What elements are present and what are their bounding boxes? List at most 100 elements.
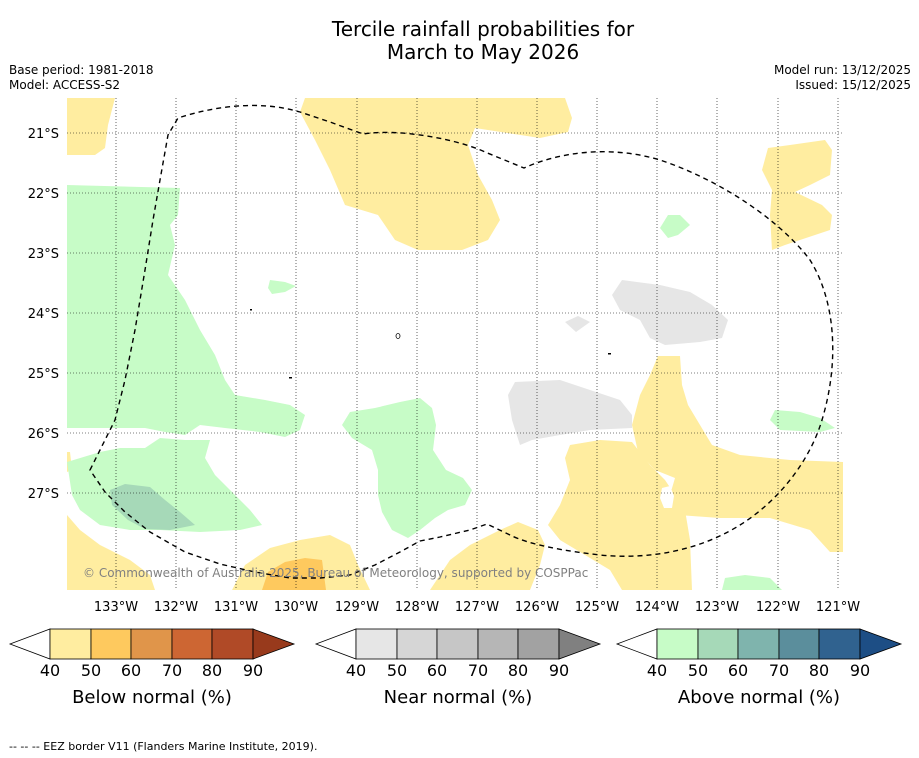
above-normal-region-small-b (268, 280, 296, 294)
colorbar-tick: 60 (728, 661, 748, 680)
colorbar-below-normal: 40 50 60 70 80 90 Below normal (%) (8, 628, 296, 708)
below-normal-region-south (430, 522, 545, 590)
model-name: Model: ACCESS-S2 (9, 78, 121, 92)
probability-regions (67, 98, 843, 590)
lon-label: 122°W (756, 600, 800, 615)
colorbar-tick: 50 (81, 661, 101, 680)
lat-label: 21°S (28, 127, 59, 142)
lon-label: 127°W (455, 600, 499, 615)
above-normal-50-region (110, 484, 195, 530)
colorbar-tick: 40 (346, 661, 366, 680)
lon-label: 126°W (515, 600, 559, 615)
below-normal-region-nw (67, 98, 115, 155)
colorbar-swatch-near-50 (396, 628, 438, 660)
colorbar-swatch-above-70 (778, 628, 820, 660)
colorbar-tick: 80 (202, 661, 222, 680)
lon-label: 123°W (695, 600, 739, 615)
colorbar-tick: 70 (468, 661, 488, 680)
colorbar-above-normal: 40 50 60 70 80 90 Above normal (%) (615, 628, 903, 708)
below-normal-region-sw (67, 515, 155, 590)
colorbar-swatch-near-80 (517, 628, 560, 660)
below-normal-region-north (300, 98, 572, 250)
colorbar-title-near: Near normal (%) (384, 687, 533, 708)
colorbar-swatch-below-60 (130, 628, 173, 660)
colorbar-title-above: Above normal (%) (678, 687, 840, 708)
colorbar-tick: 50 (387, 661, 407, 680)
near-normal-region-c (565, 316, 590, 332)
lon-label: 121°W (816, 600, 860, 615)
copyright-notice: © Commonwealth of Australia 2025, Bureau… (83, 566, 588, 580)
lat-label: 25°S (28, 367, 59, 382)
lon-label: 125°W (575, 600, 619, 615)
meta-left: Base period: 1981-2018 Model: ACCESS-S2 (9, 63, 154, 93)
above-normal-region-small-d (722, 575, 782, 590)
lat-label: 27°S (28, 487, 59, 502)
lon-label: 130°W (274, 600, 318, 615)
colorbar-swatch-near-70 (477, 628, 519, 660)
colorbar-tick: 40 (40, 661, 60, 680)
colorbar-near-normal: 40 50 60 70 80 90 Near normal (%) (314, 628, 602, 708)
colorbar-swatch-near-upper (558, 628, 602, 660)
above-normal-region-small-c (770, 410, 835, 432)
map-title: Tercile rainfall probabilities for March… (233, 18, 733, 64)
colorbar-title-below: Below normal (%) (72, 687, 232, 708)
colorbar-tick: 70 (162, 661, 182, 680)
colorbar-tick: 80 (809, 661, 829, 680)
island-marks (250, 309, 611, 379)
above-normal-region-center (342, 398, 472, 538)
colorbar-tick: 90 (850, 661, 870, 680)
colorbar-swatch-above-upper (859, 628, 903, 660)
below-normal-region-ne (762, 140, 832, 250)
latitude-labels: 21°S 22°S 23°S 24°S 25°S 26°S 27°S (28, 127, 59, 502)
lat-label: 23°S (28, 247, 59, 262)
lon-label: 124°W (635, 600, 679, 615)
meta-right: Model run: 13/12/2025 Issued: 15/12/2025 (774, 63, 911, 93)
below-normal-50-region (262, 558, 326, 590)
near-normal-region-b (508, 380, 632, 445)
model-run: Model run: 13/12/2025 (773, 63, 911, 77)
colorbar-swatch-below-40 (49, 628, 92, 660)
longitude-labels: 133°W 132°W 131°W 130°W 129°W 128°W 127°… (94, 600, 860, 615)
lon-label: 128°W (395, 600, 439, 615)
colorbar-swatch-above-60 (737, 628, 780, 660)
gridlines (67, 98, 843, 590)
colorbar-swatch-below-lower (8, 628, 51, 660)
lon-label: 133°W (94, 600, 138, 615)
above-normal-region-small-a (660, 215, 690, 238)
colorbar-swatch-below-upper (252, 628, 296, 660)
colorbar-swatch-above-80 (818, 628, 861, 660)
colorbar-tick: 40 (647, 661, 667, 680)
lon-label: 129°W (335, 600, 379, 615)
lat-label: 26°S (28, 427, 59, 442)
lon-label: 131°W (214, 600, 258, 615)
colorbar-swatch-below-70 (171, 628, 213, 660)
eez-border (89, 104, 834, 579)
colorbar-swatch-above-40 (656, 628, 699, 660)
colorbar-tick: 50 (688, 661, 708, 680)
issued-date: Issued: 15/12/2025 (795, 78, 911, 92)
above-normal-region-west (67, 185, 305, 437)
colorbar-tick: 90 (243, 661, 263, 680)
colorbar-tick: 60 (427, 661, 447, 680)
near-normal-region-a (612, 280, 728, 345)
eez-footnote: -- -- -- EEZ border V11 (Flanders Marine… (9, 740, 318, 753)
colorbar-swatch-above-lower (615, 628, 658, 660)
colorbar-swatch-near-60 (436, 628, 479, 660)
colorbar-swatch-below-50 (90, 628, 132, 660)
colorbar-tick: 90 (549, 661, 569, 680)
colorbar-swatch-near-lower (314, 628, 357, 660)
lat-label: 22°S (28, 187, 59, 202)
colorbar-swatch-near-40 (355, 628, 398, 660)
colorbar-tick: 70 (769, 661, 789, 680)
lon-label: 132°W (154, 600, 198, 615)
below-normal-region-east (632, 356, 843, 552)
colorbar-swatch-above-50 (697, 628, 739, 660)
colorbar-tick: 60 (121, 661, 141, 680)
lat-label: 24°S (28, 307, 59, 322)
base-period: Base period: 1981-2018 (9, 63, 154, 77)
colorbar-tick: 80 (508, 661, 528, 680)
title-line-2: March to May 2026 (386, 40, 580, 64)
colorbar-swatch-below-80 (211, 628, 254, 660)
white-hole (660, 486, 674, 508)
